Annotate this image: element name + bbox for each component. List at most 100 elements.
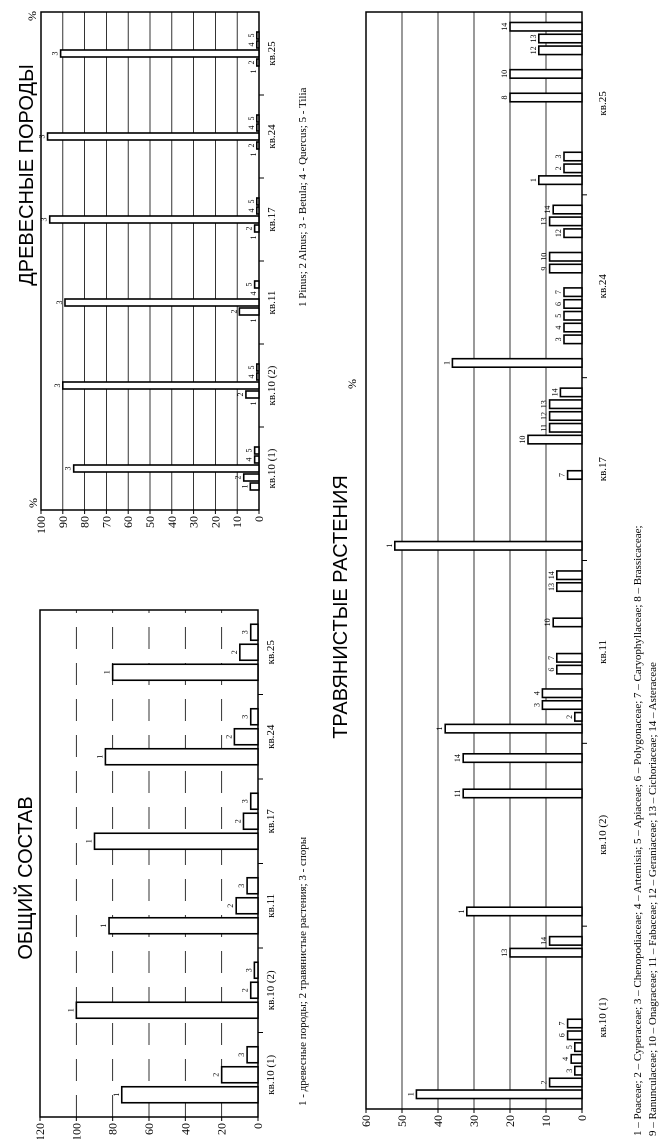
herbs-bar [537,45,583,56]
trees-bar-label: 5 [247,200,256,204]
herbs-bar-label: 12 [529,46,538,54]
herbs-category-label: кв.11 [597,640,609,664]
herbs-bar-label: 6 [554,302,563,306]
herbs-bar [563,287,583,298]
total-bar-label: 2 [241,988,250,992]
trees-bar-label: 2 [234,476,243,480]
trees-bar-label: 3 [51,52,60,56]
total-category-label: кв.25 [265,640,277,665]
herbs-bar-label: 12 [554,229,563,237]
total-bar-label: 2 [226,904,235,908]
herbs-bar-label: 7 [558,473,567,477]
herbs-bar [563,334,583,345]
trees-bar-label: 5 [245,449,254,453]
total-bar [233,727,259,746]
trees-bar-label: 1 [249,70,258,74]
total-bar [93,832,259,851]
herbs-title: ТРАВЯНИСТЫЕ РАСТЕНИЯ [330,475,352,739]
herbs-bar [548,422,583,433]
total-bar [249,792,259,811]
total-bar [75,1001,259,1020]
herbs-bar [552,204,583,215]
herbs-bar [541,699,583,711]
herbs-legend-line-2: 9 – Ranunculaceae; 10 – Onagraceae; 11 –… [647,662,659,1136]
total-category-label: кв.24 [265,724,277,749]
trees-bar-label: 1 [249,319,258,323]
total-bar-label: 3 [237,1053,246,1057]
total-bar-label: 3 [237,884,246,888]
trees-bar [245,390,260,399]
herbs-bar-label: 13 [500,949,509,957]
herbs-bar [537,33,583,44]
herbs-bar-label: 1 [529,178,538,182]
herbs-category-label: кв.25 [597,91,609,116]
total-bar [104,747,259,766]
trees-bar [48,215,260,224]
trees-category-label: кв.10 (2) [266,365,278,405]
trees-ytick-label: 30 [187,516,201,528]
trees-ytick-label: 10 [230,516,244,528]
trees-bar [256,372,260,381]
herbs-bar-label: 13 [540,400,549,408]
herbs-bar [573,1065,583,1076]
trees-bar-label: 1 [249,236,258,240]
trees-bar [72,464,260,473]
herbs-bar [566,1018,583,1029]
herbs-bar [548,399,583,410]
herbs-category-label: кв.10 (1) [597,997,609,1037]
total-ytick-label: 20 [215,1123,229,1135]
herbs-bar [563,163,583,174]
total-bar [111,663,259,682]
herbs-ytick-label: 20 [503,1115,517,1127]
herbs-legend-line-1: 1 – Poaceae; 2 – Cyperaceae; 3 – Chenopo… [632,525,644,1136]
herbs-bar [527,434,583,445]
trees-bar [256,197,260,206]
herbs-bar-label: 1 [385,544,394,548]
herbs-bar-label: 1 [435,727,444,731]
trees-bar [256,206,260,215]
herbs-bar [415,1089,583,1100]
total-bar-label: 1 [103,670,112,674]
total-ytick-label: 120 [33,1123,47,1139]
trees-bar [253,224,260,233]
herbs-bar-label: 6 [558,1033,567,1037]
total-bar [108,916,259,935]
herbs-bar [570,1053,583,1064]
total-bar-label: 2 [233,819,242,823]
total-bar-label: 3 [244,968,253,972]
herbs-bar [563,322,583,333]
herbs-bar-label: 3 [554,155,563,159]
trees-bar [238,307,260,316]
trees-ylabel: % [26,498,40,508]
herbs-ytick-label: 50 [395,1115,409,1127]
herbs-bar-label: 14 [550,388,559,396]
herbs-bar-label: 13 [529,35,538,43]
herbs-bar [548,251,583,262]
herbs-bar-label: 10 [500,70,509,78]
herbs-bar [509,92,583,103]
trees-bar-label: 4 [245,458,254,462]
herbs-bar-label: 14 [540,937,549,945]
total-bar-label: 3 [241,630,250,634]
trees-bar [253,455,260,464]
herbs-bar-label: 8 [500,96,509,100]
herbs-ytick-label: 30 [467,1115,481,1127]
total-bar [249,707,259,726]
total-bar [246,1045,259,1064]
total-bar-label: 1 [66,1008,75,1012]
trees-bar [64,298,260,307]
total-title: ОБЩИЙ СОСТАВ [13,796,37,959]
trees-bar [59,49,260,58]
trees-bar-label: 3 [53,384,62,388]
total-bar [253,961,259,980]
trees-ytick-label: 50 [143,516,157,528]
trees-bar [253,446,260,455]
total-ytick-label: 100 [69,1123,83,1139]
herbs-bar [555,581,583,593]
herbs-bar-label: 14 [453,754,462,762]
trees-bar-label: 1 [240,485,249,489]
trees-bar-label: 4 [247,126,256,130]
herbs-bar [563,228,583,239]
